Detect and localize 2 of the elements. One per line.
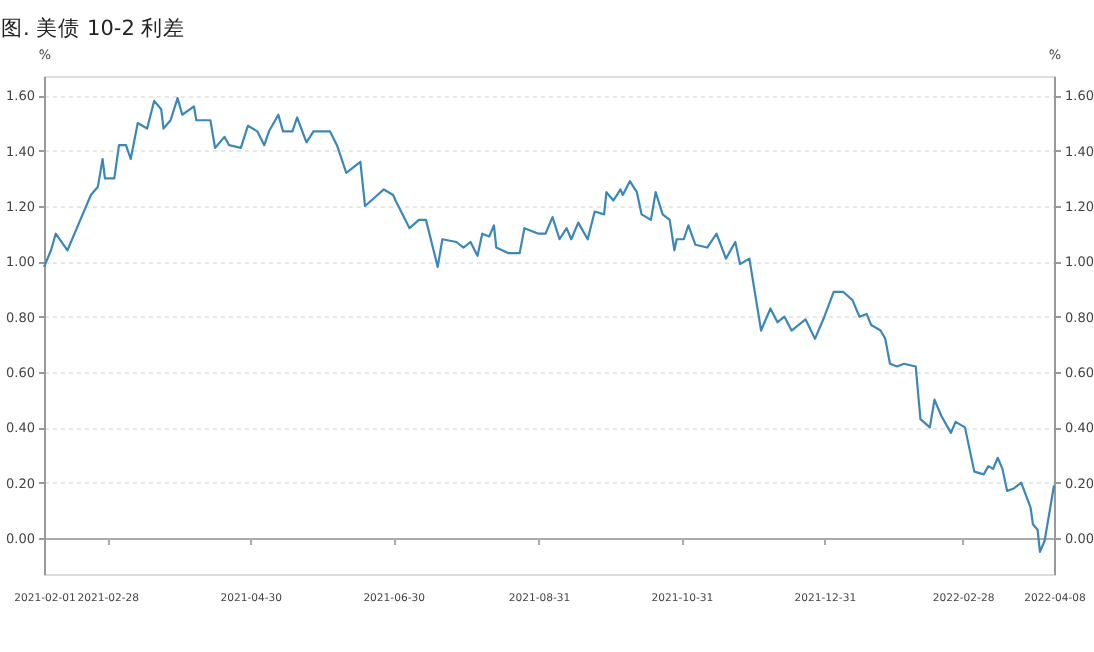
line-series [42, 97, 1056, 553]
chart-title: 图. 美债 10-2 利差 [1, 15, 186, 41]
